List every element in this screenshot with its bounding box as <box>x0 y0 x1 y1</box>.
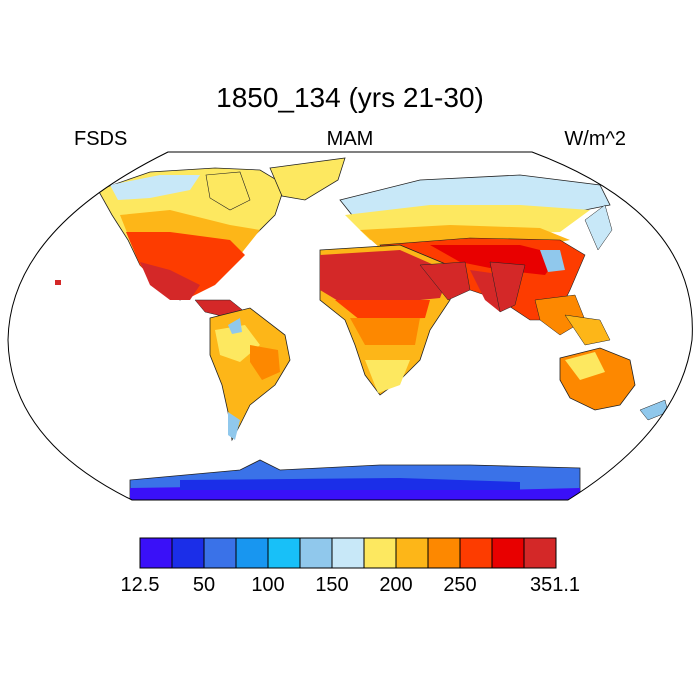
colorbar-box <box>235 537 269 569</box>
colorbar <box>139 537 557 569</box>
colorbar-box <box>203 537 237 569</box>
colorbar-box <box>523 537 557 569</box>
colorbar-tick-3: 100 <box>251 574 285 596</box>
south-america <box>209 307 291 442</box>
units-label: W/m^2 <box>564 128 626 150</box>
land-shading <box>55 157 669 500</box>
map-title: 1850_134 (yrs 21-30) <box>216 82 484 113</box>
greenland <box>269 157 346 201</box>
colorbar-tick-5: 200 <box>379 574 413 596</box>
colorbar-tick-1: 12.5 <box>120 574 160 596</box>
variable-label: FSDS <box>74 128 128 150</box>
colorbar-box <box>491 537 525 569</box>
map-outline <box>7 151 693 501</box>
colorbar-box <box>331 537 365 569</box>
colorbar-box <box>139 537 173 569</box>
colorbar-box <box>395 537 429 569</box>
colorbar-box <box>267 537 301 569</box>
colorbar-tick-4: 150 <box>315 574 349 596</box>
colorbar-box <box>459 537 493 569</box>
season-label: MAM <box>326 128 374 150</box>
colorbar-tick-2: 50 <box>192 574 216 596</box>
colorbar-tick-7: 351.1 <box>529 574 581 596</box>
colorbar-box <box>363 537 397 569</box>
colorbar-box <box>299 537 333 569</box>
colorbar-box <box>171 537 205 569</box>
colorbar-tick-6: 250 <box>443 574 477 596</box>
colorbar-box <box>427 537 461 569</box>
